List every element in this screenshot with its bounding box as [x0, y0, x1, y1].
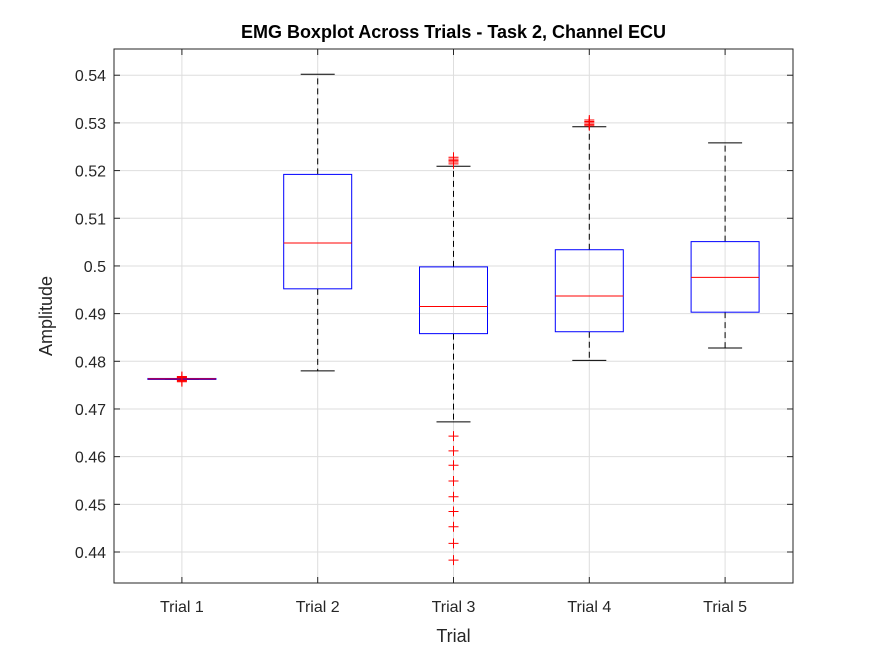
box-series [147, 73, 760, 566]
box-group [147, 371, 217, 387]
x-tick-label: Trial 4 [567, 599, 611, 616]
iqr-box [283, 173, 353, 290]
x-axis-label: Trial [436, 626, 470, 646]
iqr-box [554, 249, 624, 333]
outlier-point [448, 491, 459, 502]
outlier-point [448, 555, 459, 566]
y-tick-label: 0.53 [75, 116, 106, 133]
axis-ticks: 0.44 0.45 0.46 0.47 0.48 0.49 0.5 0.51 0.52 0.53 0… [75, 49, 793, 616]
outlier-point [448, 152, 459, 163]
y-tick-label: 0.46 [75, 450, 106, 467]
iqr-box [419, 266, 488, 335]
outlier-point [176, 371, 187, 382]
y-tick-label: 0.49 [75, 307, 106, 324]
x-tick-label: Trial 2 [296, 599, 340, 616]
outlier-point [448, 521, 459, 532]
outlier-point [448, 460, 459, 471]
y-tick-label: 0.51 [75, 211, 106, 228]
outlier-point [448, 506, 459, 517]
box-group [554, 115, 624, 361]
box-group [419, 152, 488, 566]
box-group [283, 73, 353, 372]
y-tick-label: 0.5 [84, 259, 106, 276]
y-tick-label: 0.54 [75, 68, 106, 85]
y-tick-label: 0.44 [75, 545, 106, 562]
chart-title: EMG Boxplot Across Trials - Task 2, Chan… [241, 22, 666, 42]
outlier-point [448, 431, 459, 442]
x-tick-label: Trial 1 [160, 599, 204, 616]
box-group [690, 142, 760, 349]
y-tick-label: 0.52 [75, 164, 106, 181]
outlier-point [448, 475, 459, 486]
outlier-point [584, 115, 595, 126]
y-axis-label: Amplitude [36, 276, 56, 356]
y-tick-label: 0.45 [75, 497, 106, 514]
outlier-point [448, 445, 459, 456]
y-tick-label: 0.47 [75, 402, 106, 419]
x-tick-label: Trial 5 [703, 599, 747, 616]
x-tick-label: Trial 3 [432, 599, 476, 616]
outlier-point [448, 538, 459, 549]
y-tick-label: 0.48 [75, 354, 106, 371]
